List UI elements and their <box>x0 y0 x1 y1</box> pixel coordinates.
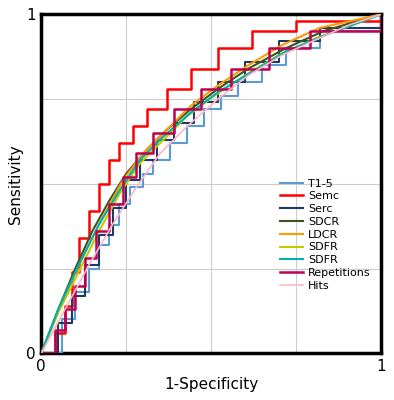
X-axis label: 1-Specificity: 1-Specificity <box>164 377 258 392</box>
Legend: T1-5, Semc, Serc, SDCR, LDCR, SDFR, SDFR, Repetitions, Hits: T1-5, Semc, Serc, SDCR, LDCR, SDFR, SDFR… <box>276 174 375 295</box>
Y-axis label: Sensitivity: Sensitivity <box>8 144 23 224</box>
